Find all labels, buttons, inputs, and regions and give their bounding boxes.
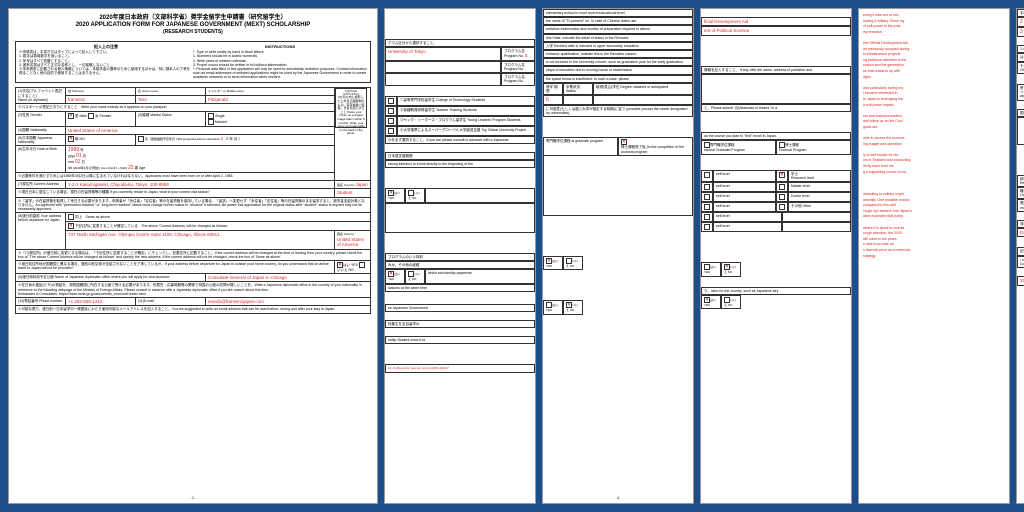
instructions-jp: 記入上の注意 ※申請書は，手書き又はタイプによって記入して下さい。 1. 数字は… bbox=[19, 45, 193, 79]
dob-label: (6)生年月日 Date of Birth bbox=[16, 146, 66, 173]
p3-page-no: 4 bbox=[543, 496, 693, 501]
nationality-label: (4)国籍 Nationality bbox=[16, 126, 66, 134]
country-cell[interactable]: 国名 Country Japan bbox=[334, 180, 370, 189]
jpnat-yes[interactable]: 有（国籍離脱予定年月 YES (expected date to relinqu… bbox=[136, 135, 335, 146]
page-3: elementary school to most recent educati… bbox=[542, 8, 694, 504]
p3-period: 修学 期間 bbox=[543, 83, 563, 95]
name-label-cell: (1)氏名(アルファベット表記にすること) Name (in alphabet) bbox=[16, 88, 66, 104]
email-note: ※可能な限り，渡日前～日本留学中～帰国後にわたり使用可能なメールアドレスを記入す… bbox=[16, 306, 371, 313]
p2-univ[interactable]: University of Tokyo bbox=[385, 47, 501, 61]
p3-degree: 取得(見込)学位 Degree obtained or anticipated bbox=[593, 83, 693, 95]
email-value[interactable]: email1@fransenzjapan.com bbox=[206, 298, 371, 306]
page-number: - 1 - bbox=[9, 496, 377, 501]
p2b-text1: プログラムのいう特別 bbox=[385, 253, 535, 261]
subtitle: (RESEARCH STUDENTS) bbox=[13, 29, 373, 35]
instructions-en: INSTRUCTIONS *. Type or write neatly by … bbox=[193, 45, 367, 79]
passport-note: ※パスポートの表記どおりにすること Write your name exactl… bbox=[16, 104, 335, 111]
form-table: (1)氏名(アルファベット表記にすること) Name (in alphabet)… bbox=[15, 87, 371, 313]
instructions-box: 記入上の注意 ※申請書は，手書き又はタイプによって記入して下さい。 1. 数字は… bbox=[15, 41, 371, 83]
p2b-moved[interactable]: 16 -9 (Moved for parents' work 2018/9-20… bbox=[385, 364, 535, 373]
dob-value[interactable]: 1999 年yyyy 01 月mm 01 日dd (2020年4月1日現在) (… bbox=[66, 146, 335, 173]
page-1: 2020年度日本政府（文部科学省）奨学金留学生申請書（研究留学生） 2020 A… bbox=[8, 8, 378, 504]
dep-country[interactable]: 国名 CountryUnited States of America bbox=[334, 231, 370, 249]
phone-value[interactable]: +1 202-555-1212 bbox=[66, 298, 136, 306]
visa-status[interactable]: Student bbox=[334, 189, 370, 197]
visa-note: ※「留学」の在留資格を取得して来日する必要があります。申請者が「永住者」「定住者… bbox=[16, 197, 371, 213]
p2-support-note: strong intention to enroll directly to t… bbox=[385, 160, 535, 168]
middle-label: ミドルネーム Middle name bbox=[206, 88, 335, 96]
email-label: (11)E-mail bbox=[136, 298, 206, 306]
male-checkbox bbox=[68, 113, 74, 119]
p2-global: ④大学推薦によるスーパーグローバル大学創成支援 Top Global Unive… bbox=[397, 126, 535, 136]
office-value[interactable]: Consulate-General of Japan in Chicago bbox=[206, 274, 371, 282]
addr-label: (7)現住所 Current Address bbox=[16, 180, 66, 189]
p3-doctor[interactable]: 博士課程修了後 (to the completion of the doctor… bbox=[618, 137, 693, 155]
middle-value[interactable]: Fitzgerald bbox=[206, 96, 335, 104]
p2-prog-label: プログラム名 Program No. 5 bbox=[501, 47, 535, 61]
surname-label: 姓 Surname bbox=[66, 88, 136, 96]
p6-purpose[interactable]: Exchange Student; Japanese Studies Stude… bbox=[1017, 228, 1024, 237]
page-6: 手能力 Speaking 聴力 Listening 2 3 3 3 1＝可 Fa… bbox=[1016, 8, 1024, 504]
p5-essay: ening it was one of two taining a milita… bbox=[859, 9, 1009, 263]
form-header: 2020年度日本政府（文部科学省）奨学金留学生申請書（研究留学生） 2020 A… bbox=[9, 9, 377, 37]
same-above-option[interactable]: 同上 Same as above bbox=[66, 213, 371, 222]
page-5: ening it was one of two taining a milita… bbox=[858, 8, 1010, 504]
p4-subtitle: ent of Political Science bbox=[701, 26, 851, 35]
p3-course: 専門職学位課程 al graduate program bbox=[543, 137, 618, 155]
phone-label: (10)電話番号 Phone number bbox=[16, 298, 66, 306]
airticket-yesno[interactable]: はい YES いいえ NO bbox=[334, 260, 370, 273]
dep-addr-value[interactable]: 737 North Michigan Ave, Olympia Centre S… bbox=[66, 231, 335, 249]
p2-teacher: ②各種教員研修留学生 Teacher Training Students bbox=[397, 106, 535, 116]
page-2: グラム区分から選択すること。 University of Tokyo プログラム… bbox=[384, 8, 536, 504]
dep-note: ※「(7)現住所」が渡日前に変更となる場合は、「下記住所に変更することが確定」に… bbox=[16, 249, 371, 260]
p2-support-lbl: 日本語支援期間 bbox=[385, 152, 535, 160]
photo-box: 写真 Photo (4.5cm×3.5cm) 6か月以内に撮影した上半身正面脱帽… bbox=[335, 88, 367, 128]
p4-title: ficial Development Aid bbox=[701, 17, 851, 26]
given-value[interactable]: Taro bbox=[136, 96, 206, 104]
p6-speak-val[interactable]: 2 bbox=[1017, 17, 1024, 27]
p3-status: 卒業状況 Status bbox=[563, 83, 593, 95]
dep-addr-label: (8)渡日前直前 Your address before departure f… bbox=[16, 213, 66, 249]
office-label: (9)渡日時利用予定公館 Name of Japanese diplomatic… bbox=[16, 274, 206, 282]
marital-label: (3)婚姻 Marital Status bbox=[136, 111, 206, 126]
marital-value[interactable]: Single Married bbox=[206, 111, 335, 126]
p2-section: グラム区分から選択すること。 bbox=[385, 39, 535, 47]
p4-doctor[interactable]: 博士課程Doctoral Program bbox=[776, 140, 851, 154]
office-note: ※在日後の査証(ビザ)の発給を，原則国籍国に所在する公館で受ける必要があります。… bbox=[16, 282, 371, 298]
surname-value[interactable]: fransenz bbox=[66, 96, 136, 104]
p6-cert-lbl: 記載されている事項をすべて了承 bbox=[1017, 247, 1024, 255]
p4-grad[interactable]: 専門職学位課程ssional Graduate Program bbox=[701, 140, 776, 154]
married-checkbox bbox=[208, 119, 214, 125]
page-4: ficial Development Aid ent of Political … bbox=[700, 8, 852, 504]
jpnat-none[interactable]: 無 NO bbox=[66, 135, 136, 146]
jpnat-label: (5)日本国籍 Japanese Nationality bbox=[16, 135, 66, 146]
p2b-text2: みか。その他の経緯 bbox=[385, 261, 535, 269]
will-change-option[interactable]: 下記住所に変更することが確定している The above 'Current Ad… bbox=[66, 222, 371, 231]
p6-nat-lbl: 国籍 Nationality bbox=[1017, 109, 1024, 117]
nationality-value[interactable]: United States of America bbox=[66, 126, 335, 134]
addr-value[interactable]: 1-2-2 Kasumigaseki, Chiyoda-ku, Tokyo, 1… bbox=[66, 180, 335, 189]
gender-label: (2)性別 Gender bbox=[16, 111, 66, 126]
p6-speak-lbl: 手能力 Speaking bbox=[1017, 9, 1024, 17]
p6-date[interactable]: 20 19 年 year 5 月 month 5 日 day bbox=[1017, 276, 1024, 286]
title-jp: 2020年度日本政府（文部科学省）奨学金留学生申請書（研究留学生） bbox=[13, 15, 373, 22]
female-checkbox bbox=[88, 113, 94, 119]
dob-note: ※必要条件を満たすためには1985年4月2日以降に生まれていなければならない。A… bbox=[16, 173, 335, 180]
title-en: 2020 APPLICATION FORM FOR JAPANESE GOVER… bbox=[13, 22, 373, 29]
p2-consult: かを必ず選択すること。If you are please consult in … bbox=[385, 136, 535, 144]
p2-yls: ③ヤング・リーダーズ・プログラム留学生 Young Leaders' Progr… bbox=[397, 116, 535, 126]
gender-value[interactable]: 男 Male 女 Female bbox=[66, 111, 136, 126]
airticket-note: ※渡日前住所地が国籍国と異なる場合，渡航の航空券が支給されないことを了承している… bbox=[16, 260, 335, 273]
japan-addr-note: ※現在日本に居住している場合，現在の在留資格等の種類 If you curren… bbox=[16, 189, 335, 197]
given-label: 名 Given name bbox=[136, 88, 206, 96]
p2-tech: ①高等専門学校留学生 College of Technology Student… bbox=[397, 96, 535, 106]
